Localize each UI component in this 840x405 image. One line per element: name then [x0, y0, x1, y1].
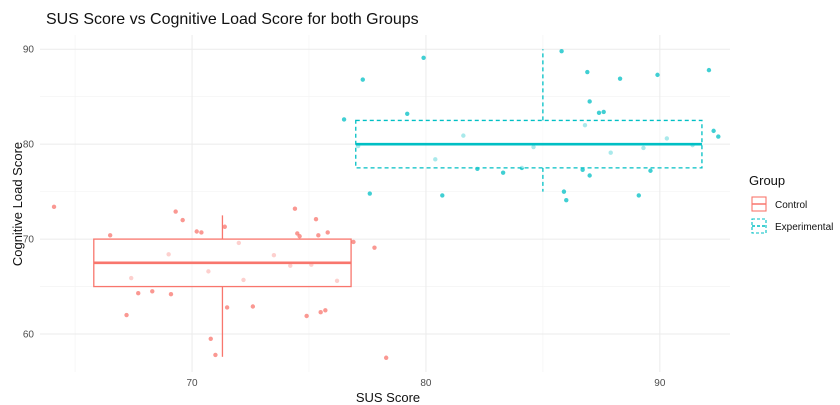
- point-experimental: [716, 134, 721, 139]
- point-experimental: [601, 109, 606, 115]
- point-control: [297, 234, 302, 239]
- point-experimental: [711, 128, 716, 134]
- point-experimental: [367, 191, 372, 196]
- point-experimental: [587, 173, 592, 178]
- legend-key-experimental: [751, 218, 767, 234]
- legend-key-experimental-box: [751, 218, 767, 234]
- point-experimental: [405, 111, 410, 116]
- point-experimental: [587, 99, 592, 104]
- point-control: [107, 233, 113, 238]
- chart-title: SUS Score vs Cognitive Load Score for bo…: [46, 11, 419, 28]
- x-axis-ticks: 70 80 90: [186, 378, 665, 389]
- point-experimental: [421, 55, 426, 60]
- point-control: [51, 204, 57, 210]
- legend-label-control: Control: [775, 200, 807, 211]
- point-control: [124, 312, 129, 318]
- point-control: [304, 313, 309, 319]
- point-control: [292, 206, 298, 211]
- point-control: [250, 304, 256, 309]
- point-experimental: [559, 48, 564, 54]
- point-experimental: [655, 72, 660, 78]
- point-control: [213, 352, 218, 358]
- point-control: [383, 355, 389, 360]
- point-control: [224, 305, 230, 310]
- point-control: [194, 229, 199, 234]
- x-tick-label: 90: [654, 378, 666, 389]
- legend-title: Group: [749, 173, 785, 188]
- point-control: [136, 291, 141, 296]
- point-experimental: [706, 67, 712, 73]
- point-control: [325, 230, 330, 235]
- point-control: [323, 308, 328, 313]
- point-experimental: [500, 170, 506, 175]
- y-tick-label: 70: [23, 235, 35, 246]
- point-experimental: [596, 110, 602, 116]
- y-tick-label: 80: [23, 140, 35, 151]
- point-experimental: [648, 168, 653, 173]
- data-points: [51, 48, 721, 360]
- legend-key-control: [751, 196, 767, 212]
- point-control: [222, 224, 227, 229]
- point-experimental: [360, 77, 365, 82]
- point-control: [208, 336, 213, 341]
- y-axis-ticks: 60 70 80 90: [23, 45, 35, 341]
- y-tick-label: 90: [23, 45, 35, 56]
- point-control: [173, 209, 178, 214]
- boxplot-control: [93, 215, 352, 357]
- legend: Group Control Experimental: [749, 173, 833, 234]
- point-experimental: [341, 117, 347, 122]
- point-experimental: [636, 193, 641, 198]
- x-axis-title: SUS Score: [356, 390, 420, 405]
- point-control: [180, 217, 185, 223]
- point-control: [372, 245, 377, 250]
- x-tick-label: 80: [420, 378, 432, 389]
- boxplot-experimental: [355, 49, 703, 192]
- boxplots: [93, 49, 703, 357]
- point-control: [199, 230, 204, 235]
- point-control: [318, 309, 323, 315]
- point-control: [313, 216, 319, 222]
- point-experimental: [580, 167, 585, 172]
- y-axis-title: Cognitive Load Score: [10, 142, 25, 266]
- point-experimental: [561, 189, 567, 194]
- x-tick-label: 70: [186, 378, 198, 389]
- point-experimental: [564, 197, 569, 203]
- point-experimental: [440, 193, 445, 198]
- y-tick-label: 60: [23, 330, 35, 341]
- point-control: [316, 233, 321, 238]
- grid: [40, 35, 730, 372]
- legend-label-experimental: Experimental: [775, 222, 833, 233]
- point-control: [150, 289, 155, 294]
- point-experimental: [585, 69, 590, 75]
- point-control: [168, 291, 174, 297]
- point-experimental: [617, 76, 623, 81]
- point-control: [351, 239, 356, 245]
